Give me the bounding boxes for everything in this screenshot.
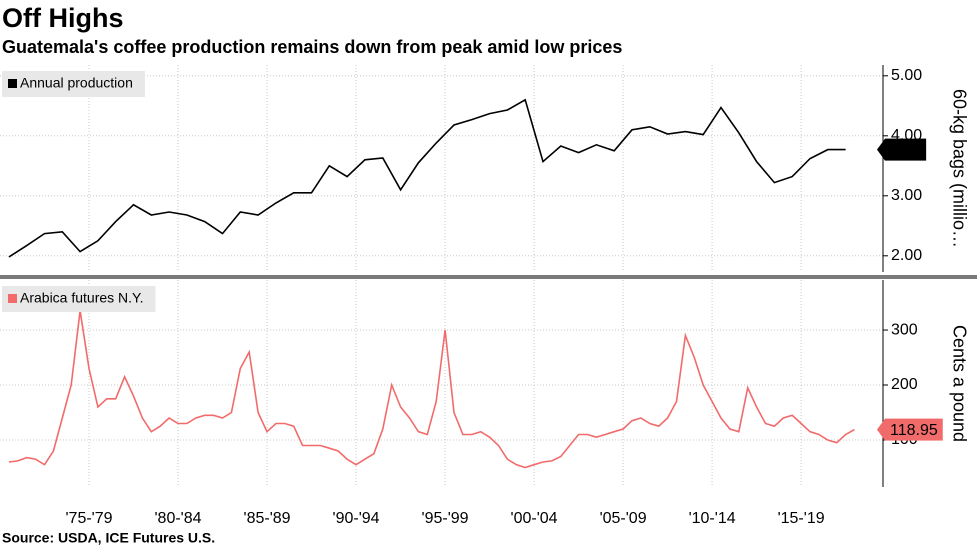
- legend-box: [2, 71, 145, 97]
- last-value-pointer: [877, 138, 885, 161]
- x-tick-label: '75-'79: [65, 510, 112, 527]
- legend-box: [2, 286, 156, 312]
- last-value-label: 3.77: [890, 142, 921, 159]
- chart-title: Off Highs: [2, 3, 124, 33]
- legend-swatch: [8, 79, 17, 88]
- source: Source: USDA, ICE Futures U.S.: [2, 530, 215, 546]
- x-tick-label: '85-'89: [244, 510, 291, 527]
- y-tick-label: 5.00: [891, 67, 922, 84]
- x-tick-label: '90-'94: [333, 510, 380, 527]
- y-axis-title: 60-kg bags (millio…: [949, 89, 969, 248]
- y-tick-label: 2.00: [891, 247, 922, 264]
- y-axis-title: Cents a pound: [949, 325, 969, 442]
- x-tick-label: '95-'99: [422, 510, 469, 527]
- line: [8, 310, 855, 469]
- line: [8, 98, 846, 258]
- x-tick-label: '10-'14: [689, 510, 736, 527]
- legend-label: Annual production: [20, 75, 133, 91]
- x-tick-label: '80-'84: [155, 510, 202, 527]
- x-tick-label: '05-'09: [600, 510, 647, 527]
- y-tick-label: 3.00: [891, 187, 922, 204]
- y-tick-label: 200: [891, 376, 918, 393]
- last-value-box: [885, 138, 927, 161]
- x-tick-label: '15-'19: [778, 510, 825, 527]
- chart-subtitle: Guatemala's coffee production remains do…: [2, 37, 622, 57]
- last-value-pointer: [877, 418, 885, 441]
- legend-label: Arabica futures N.Y.: [20, 290, 143, 306]
- x-tick-label: '00-'04: [511, 510, 558, 527]
- last-value-box: [885, 418, 943, 441]
- panel-separator: [0, 275, 977, 279]
- last-value-label: 118.95: [890, 422, 938, 439]
- legend-swatch: [8, 294, 17, 303]
- y-tick-label: 300: [891, 321, 918, 338]
